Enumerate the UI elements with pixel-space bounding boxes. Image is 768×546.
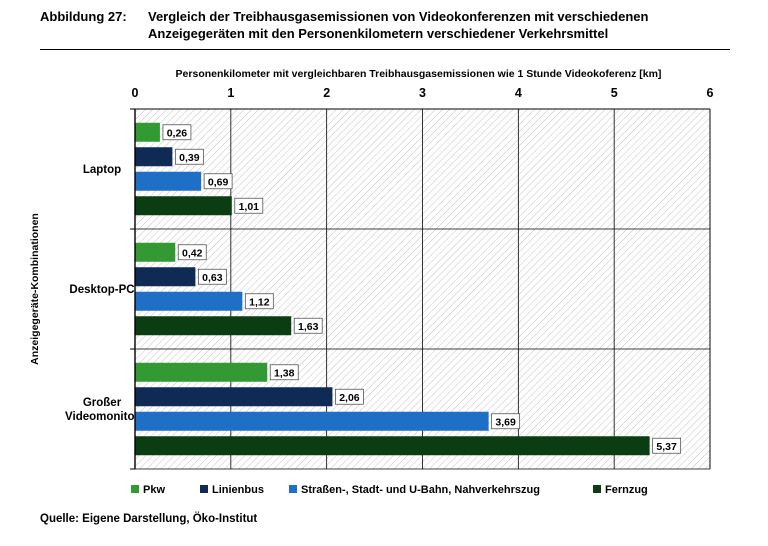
x-tick-label: 4 [515,86,522,100]
legend-swatch [289,485,297,493]
data-label: 1,12 [249,296,270,308]
bar [135,411,489,431]
legend-swatch [200,485,208,493]
data-label: 0,42 [182,247,203,259]
bar [135,387,333,407]
legend-swatch [131,485,139,493]
bar [135,362,268,382]
x-tick-label: 2 [323,86,330,100]
bar [135,147,173,167]
data-label-box [491,413,521,430]
x-axis-title: Personenkilometer mit vergleichbaren Tre… [176,68,662,80]
data-label-box [234,197,264,214]
data-label-box [293,317,323,334]
data-label: 3,69 [495,416,516,428]
figure-number: Abbildung 27: [40,9,127,24]
legend-label: Linienbus [212,484,264,496]
data-label: 2,06 [339,392,360,404]
bar [135,267,196,287]
data-label-box [197,268,227,285]
data-label: 0,69 [208,176,229,188]
data-label-box [203,173,233,190]
data-label: 5,37 [656,441,677,453]
x-tick-label: 0 [132,86,139,100]
figure-title-line-2: Anzeigegeräten mit den Personenkilometer… [148,26,609,41]
data-label-box [335,388,364,405]
bar [135,291,243,311]
category-label: Großer [83,397,122,409]
x-axis-ticks: 0 1 2 3 4 5 6 [132,86,714,100]
source-note: Quelle: Eigene Darstellung, Öko-Institut [40,513,258,525]
bars [135,122,650,456]
data-label: 0,26 [167,127,188,139]
category-label: Videomonitor [65,411,139,423]
bar [135,122,160,142]
figure-title-line-1: Vergleich der Treibhausgasemissionen von… [148,9,649,24]
data-label-box [269,364,299,381]
x-tick-label: 5 [611,86,618,100]
bar [135,171,202,191]
bar [135,316,292,336]
legend-label: Pkw [143,484,165,496]
data-label: 0,63 [202,272,223,284]
data-label-box [162,124,192,141]
bar [135,436,650,456]
data-label-box [174,148,204,165]
data-label: 1,38 [274,367,295,379]
category-label: Laptop [83,164,121,176]
legend: Pkw Linienbus Straßen-, Stadt- und U-Bahn,… [131,484,648,496]
data-label: 0,39 [179,152,200,164]
heading-rule [40,49,730,50]
x-tick-label: 1 [227,86,234,100]
x-tick-label: 3 [419,86,426,100]
data-label-box [652,437,682,454]
bar [135,242,176,262]
legend-swatch [593,485,601,493]
y-axis-title: Anzeigegeräte-Kombinationen [29,213,41,365]
data-label: 1,63 [298,321,319,333]
category-label: Desktop-PC [69,284,134,296]
bar [135,196,232,216]
data-label: 1,01 [239,201,260,213]
legend-label: Fernzug [605,484,648,496]
x-tick-label: 6 [707,86,714,100]
category-labels: Laptop Desktop-PC Großer Videomonitor [65,164,139,423]
axes [130,108,711,470]
data-label-box [177,244,207,261]
data-label-box [244,293,274,310]
data-labels: 0,26 0,39 0,69 1,01 0,42 0,63 1,12 1,63 1,38 2,06… [162,124,682,454]
legend-label: Straßen-, Stadt- und U-Bahn, Nahverkehrs… [301,484,540,496]
